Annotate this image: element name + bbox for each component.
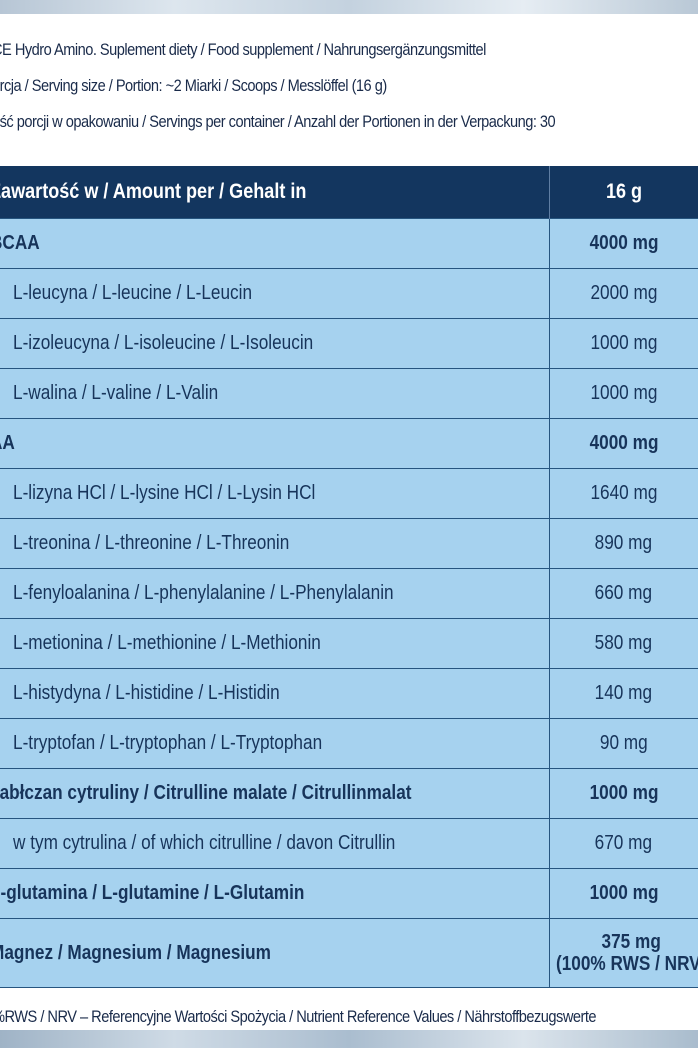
table-row: L-izoleucyna / L-isoleucine / L-Isoleuci… [0,318,698,369]
nrv-footnote: %RWS / NRV – Referencyjne Wartości Spoży… [0,1007,597,1026]
nutrient-label: L-tryptofan / L-tryptophan / L-Tryptopha… [0,718,549,769]
nutrient-label: L-izoleucyna / L-isoleucine / L-Isoleuci… [0,318,549,369]
nutrient-label: L-metionina / L-methionine / L-Methionin [0,618,549,669]
table-row: BCAA 4000 mg [0,218,698,269]
table-row: L-glutamina / L-glutamine / L-Glutamin 1… [0,868,698,919]
nutrient-value: 1640 mg [548,468,698,519]
nutrient-value: 4000 mg [548,218,698,269]
nutrient-value: 580 mg [548,618,698,669]
table-row: w tym cytrulina / of which citrulline / … [0,818,698,869]
nutrient-label: L-walina / L-valine / L-Valin [0,368,549,419]
table-row: AA 4000 mg [0,418,698,469]
nutrient-label: AA [0,418,549,469]
nutrient-label: L-glutamina / L-glutamine / L-Glutamin [0,868,549,919]
table-row: L-tryptofan / L-tryptophan / L-Tryptopha… [0,718,698,769]
nutrient-label: Magnez / Magnesium / Magnesium [0,918,549,988]
nutrient-label: w tym cytrulina / of which citrulline / … [0,818,549,869]
table-row: Magnez / Magnesium / Magnesium 375 mg (10… [0,918,698,988]
nutrient-value: 1000 mg [548,768,698,819]
nutrient-label: L-leucyna / L-leucine / L-Leucin [0,268,549,319]
table-row: L-histydyna / L-histidine / L-Histidin 1… [0,668,698,719]
nutrient-label: L-treonina / L-threonine / L-Threonin [0,518,549,569]
nutrient-value: 140 mg [548,668,698,719]
table-row: L-fenyloalanina / L-phenylalanine / L-Ph… [0,568,698,619]
background-top-strip [0,0,698,14]
nutrient-value: 1000 mg [548,318,698,369]
nutrition-label-card: CE Hydro Amino. Suplement diety / Food s… [0,14,698,1030]
nutrient-value: 90 mg [548,718,698,769]
nutrient-label: BCAA [0,218,549,269]
background-bottom-strip [0,1030,698,1048]
amount-per-header: Zawartość w / Amount per / Gehalt in [0,166,549,219]
nutrient-value: 4000 mg [548,418,698,469]
magnesium-nrv: (100% RWS / NRV) [555,952,698,975]
nutrient-label: L-fenyloalanina / L-phenylalanine / L-Ph… [0,568,549,619]
nutrient-value: 1000 mg [548,868,698,919]
nutrient-label: Jabłczan cytruliny / Citrulline malate /… [0,768,549,819]
table-row: Jabłczan cytruliny / Citrulline malate /… [0,768,698,819]
nutrition-table: Zawartość w / Amount per / Gehalt in 16 … [0,166,698,988]
nutrient-value: 670 mg [548,818,698,869]
nutrient-label: L-lizyna HCl / L-lysine HCl / L-Lysin HC… [0,468,549,519]
table-row: L-metionina / L-methionine / L-Methionin… [0,618,698,669]
table-row: L-treonina / L-threonine / L-Threonin 89… [0,518,698,569]
nutrient-value: 375 mg (100% RWS / NRV) [548,918,698,988]
nutrient-value: 660 mg [548,568,698,619]
nutrient-value: 2000 mg [548,268,698,319]
table-row: L-lizyna HCl / L-lysine HCl / L-Lysin HC… [0,468,698,519]
serving-size-line: orcja / Serving size / Portion: ~2 Miark… [0,76,387,95]
table-row: L-walina / L-valine / L-Valin 1000 mg [0,368,698,419]
nutrient-value: 1000 mg [548,368,698,419]
servings-per-container-line: ość porcji w opakowaniu / Servings per c… [0,112,556,131]
product-name-line: CE Hydro Amino. Suplement diety / Food s… [0,40,486,59]
serving-amount-header: 16 g [548,166,698,219]
table-header-row: Zawartość w / Amount per / Gehalt in 16 … [0,166,698,219]
nutrient-value: 890 mg [548,518,698,569]
magnesium-amount: 375 mg [601,930,661,953]
nutrient-label: L-histydyna / L-histidine / L-Histidin [0,668,549,719]
table-row: L-leucyna / L-leucine / L-Leucin 2000 mg [0,268,698,319]
